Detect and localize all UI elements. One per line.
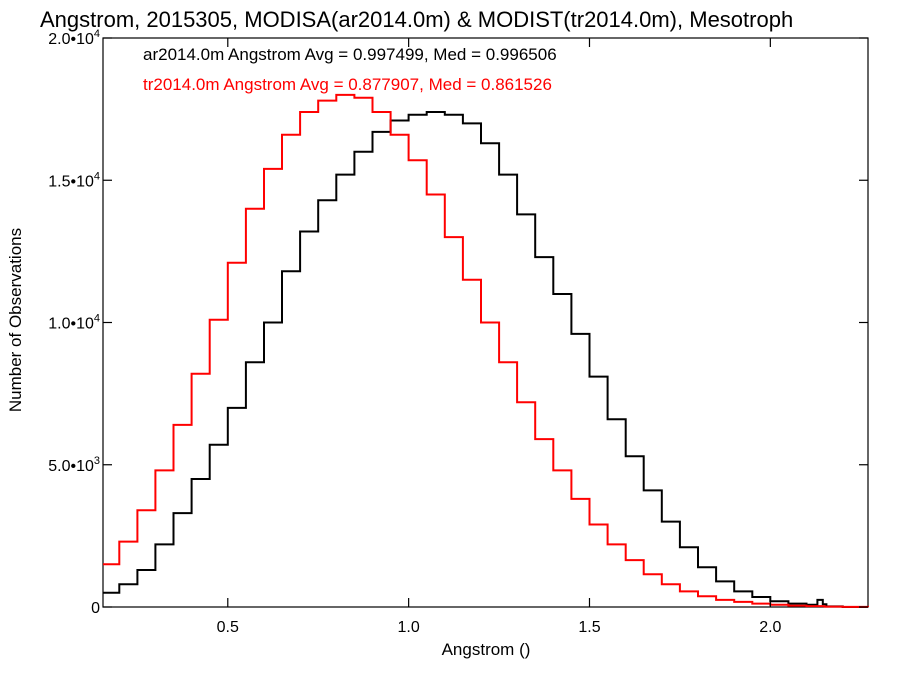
y-axis-label: Number of Observations: [6, 228, 25, 412]
plot-area: [102, 37, 869, 608]
axis-ticks: [103, 37, 868, 608]
y-tick-label: 5.0•103: [48, 455, 100, 475]
y-tick-label: 2.0•104: [48, 28, 100, 48]
legend-entry-ar2014: ar2014.0m Angstrom Avg = 0.997499, Med =…: [143, 45, 557, 64]
legend-entry-tr2014: tr2014.0m Angstrom Avg = 0.877907, Med =…: [143, 75, 552, 94]
series-line-tr2014: [103, 93, 869, 608]
x-tick-label: 0.5: [217, 619, 239, 636]
tick-labels: 0.5 1.0 1.5 2.0 0 5.0•103 1.0•104 1.5•104 2.0•10…: [48, 28, 781, 636]
y-tick-label: 1.0•104: [48, 313, 100, 333]
x-tick-label: 1.0: [398, 619, 420, 636]
y-tick-label: 0: [91, 600, 100, 617]
legend: ar2014.0m Angstrom Avg = 0.997499, Med =…: [143, 45, 557, 94]
x-tick-label: 1.5: [578, 619, 600, 636]
series-line-ar2014: [103, 111, 868, 608]
x-tick-label: 2.0: [759, 619, 781, 636]
chart-title: Angstrom, 2015305, MODISA(ar2014.0m) & M…: [40, 7, 793, 32]
y-tick-label: 1.5•104: [48, 170, 100, 190]
x-axis-label: Angstrom (): [442, 640, 531, 659]
